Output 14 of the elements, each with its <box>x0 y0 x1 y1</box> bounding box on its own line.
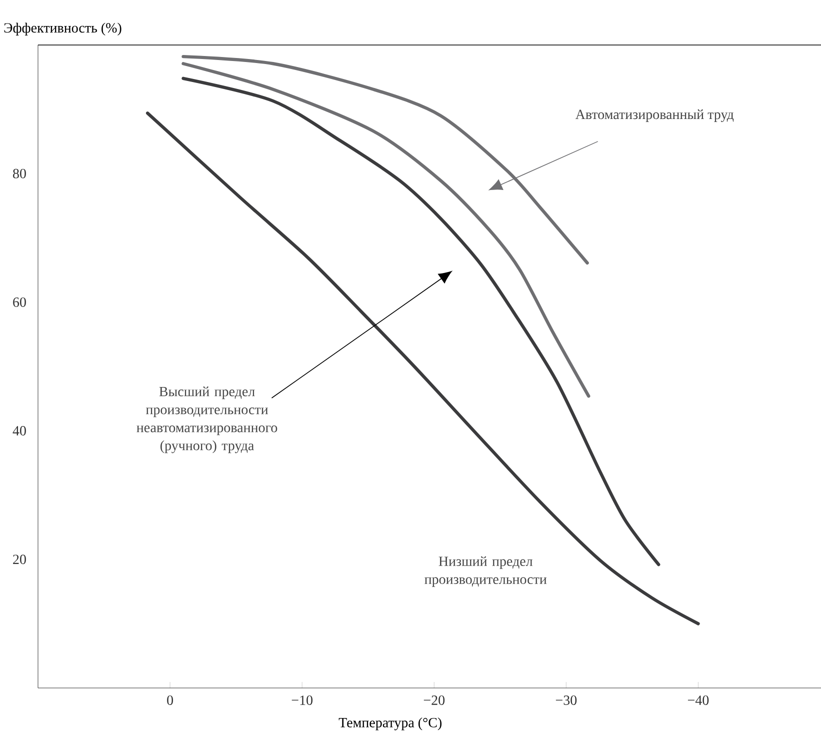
x-tick-label: −20 <box>424 696 445 705</box>
x-tick-label: −10 <box>292 696 312 705</box>
annotation: Высший предел производительности неавтоматизированного (ручного) труда <box>136 386 278 454</box>
x-axis-title: Температура (°C) <box>338 718 442 730</box>
y-tick-label: 60 <box>13 297 26 307</box>
y-axis-title: Эффективность (%) <box>4 22 122 36</box>
x-tick-label: −30 <box>556 696 577 705</box>
annotation: Автоматизированный труд <box>575 109 734 122</box>
y-tick-label: 80 <box>13 168 26 178</box>
annotation: Низший предел производительности <box>424 556 547 587</box>
y-tick-label: 40 <box>12 426 26 436</box>
y-tick-label: 20 <box>13 554 26 564</box>
x-tick-label: 0 <box>167 696 174 705</box>
x-tick-label: −40 <box>688 696 709 705</box>
